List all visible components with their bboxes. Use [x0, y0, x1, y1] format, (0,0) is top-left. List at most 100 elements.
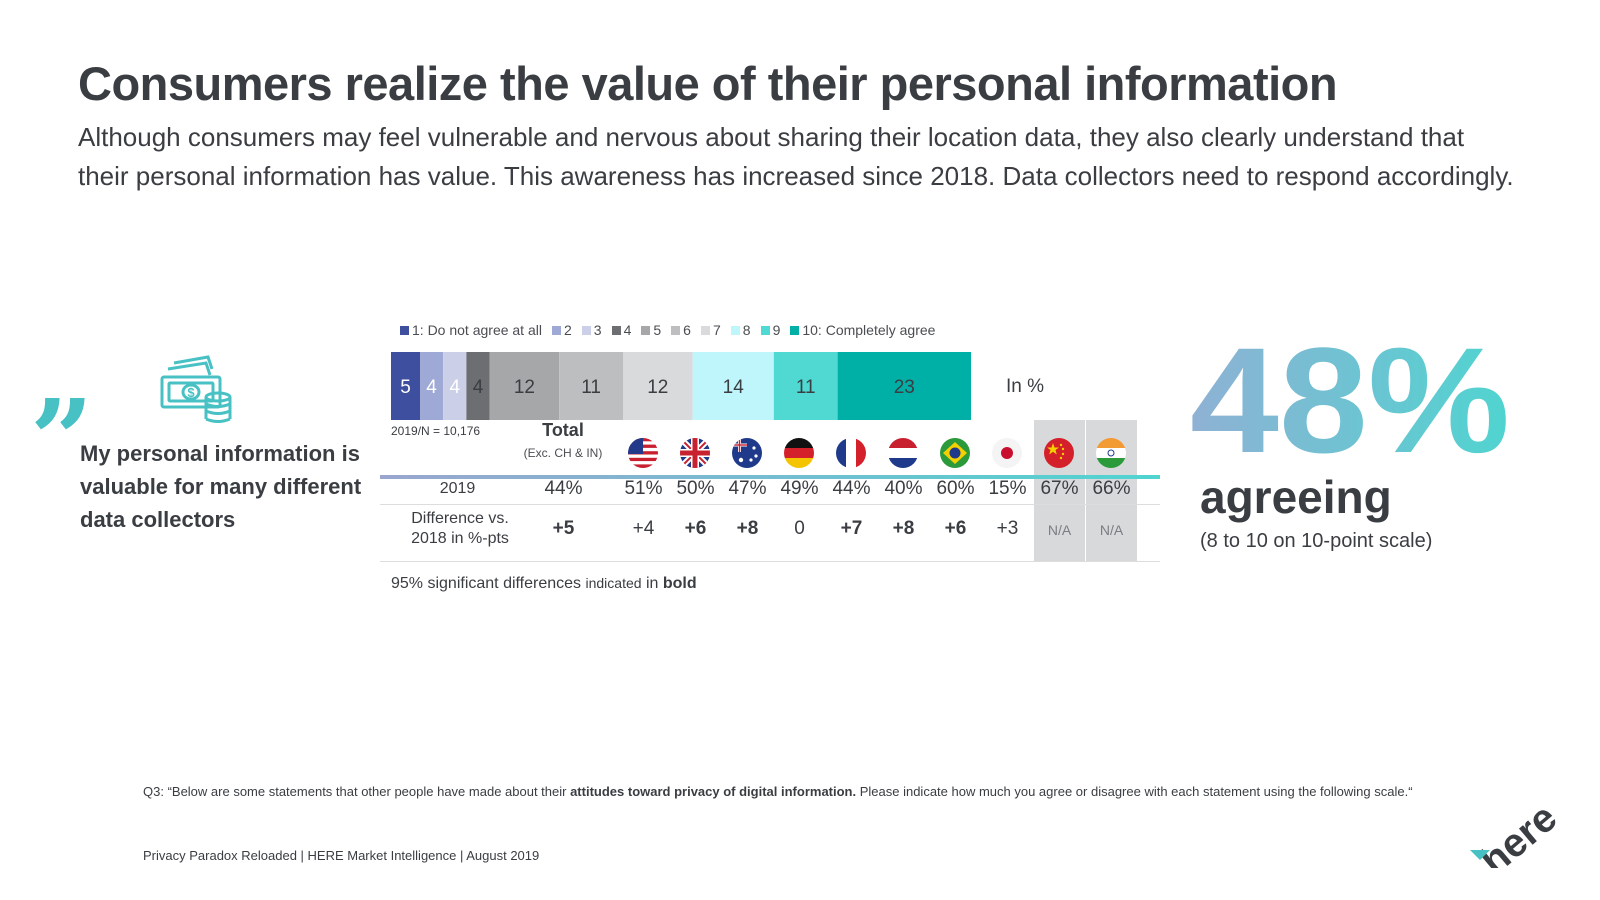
country-2019-value: 60% — [936, 478, 975, 499]
legend-item: 9 — [760, 322, 781, 338]
country-2019-value: 51% — [624, 478, 663, 499]
significance-note-part2: indicated — [585, 575, 642, 591]
footer-source: Privacy Paradox Reloaded | HERE Market I… — [143, 848, 540, 863]
legend-swatch — [700, 326, 710, 335]
question-suffix: Please indicate how much you agree or di… — [856, 784, 1413, 799]
headline-percentage: 48% — [1190, 330, 1510, 470]
legend-swatch — [611, 326, 621, 335]
row-label-difference-line1: Difference vs. — [411, 510, 509, 527]
here-logo: here — [1470, 808, 1565, 868]
country-diff-value: +7 — [840, 518, 863, 539]
significance-note-bold: bold — [662, 575, 697, 592]
legend-swatch — [671, 326, 681, 335]
question-prefix: Q3: “Below are some statements that othe… — [143, 784, 571, 799]
bar-label: 11 — [581, 377, 601, 398]
legend-swatch — [400, 326, 409, 335]
total-diff-value: +5 — [552, 518, 575, 539]
country-diff-value: +6 — [944, 518, 967, 539]
legend-item: 3 — [581, 322, 602, 338]
significance-note-part1: 95% significant differences — [391, 575, 586, 592]
total-2019-value: 44% — [544, 478, 583, 499]
legend-label: 2 — [563, 322, 572, 338]
country-diff-value: 0 — [794, 518, 805, 539]
japan-flag-icon — [992, 438, 1022, 468]
significance-note-part3: in — [641, 575, 663, 592]
legend-label: 7 — [712, 322, 721, 338]
headline-percentage-value: 48% — [1190, 330, 1510, 470]
country-2019-value: 66% — [1092, 478, 1131, 499]
bar-segment — [420, 352, 444, 420]
money-icon: $ — [160, 355, 235, 432]
france-flag-icon — [836, 438, 866, 468]
legend-label: 9 — [772, 322, 781, 338]
legend-item: 4 — [611, 322, 632, 338]
bar-label: 4 — [450, 377, 461, 398]
legend-swatch — [641, 326, 651, 335]
bar-segment — [773, 352, 838, 420]
bar-label: 14 — [723, 377, 745, 398]
headline-note: (8 to 10 on 10-point scale) — [1200, 530, 1433, 552]
stacked-bar-chart: 5 4 4 4 12 11 12 14 11 23 — [391, 352, 971, 420]
bar-segment — [391, 352, 420, 420]
legend-swatch — [790, 326, 800, 335]
logo-text: here — [1472, 808, 1565, 868]
legend-label: 4 — [623, 322, 632, 338]
legend-item: 6 — [671, 322, 691, 338]
legend-label: 10: Completely agree — [802, 322, 936, 338]
question-footnote: Q3: “Below are some statements that othe… — [143, 784, 1413, 799]
legend-item: 2 — [551, 322, 572, 338]
legend-swatch — [551, 326, 561, 335]
uk-flag-icon — [680, 438, 710, 468]
bar-label: 23 — [894, 377, 915, 398]
country-diff-value: +4 — [632, 518, 655, 539]
legend-swatch — [581, 326, 591, 335]
legend-swatch — [730, 326, 740, 335]
total-label: Total — [542, 420, 584, 440]
bar-segment — [466, 352, 490, 420]
country-2019-value: 40% — [884, 478, 923, 499]
chart-legend: 1: Do not agree at all 2 3 4 5 6 7 8 9 10: Comple… — [400, 322, 945, 338]
country-diff-value: +3 — [996, 518, 1019, 539]
row-divider — [380, 504, 1160, 505]
country-2019-value: 47% — [728, 478, 767, 499]
bar-segment — [692, 352, 774, 420]
india-flag-icon — [1096, 438, 1126, 468]
legend-item: 1: Do not agree at all — [400, 322, 542, 338]
netherlands-flag-icon — [888, 438, 918, 468]
country-diff-value: N/A — [1047, 522, 1072, 538]
country-2019-value: 15% — [988, 478, 1027, 499]
country-diff-value: +6 — [684, 518, 707, 539]
row-label-difference: Difference vs. 2018 in %-pts — [390, 509, 530, 549]
legend-label: 3 — [593, 322, 602, 338]
bar-label: 12 — [647, 377, 668, 398]
headline-label: agreeing — [1200, 471, 1392, 523]
page-subtitle: Although consumers may feel vulnerable a… — [78, 122, 1514, 191]
page-title: Consumers realize the value of their per… — [78, 57, 1338, 110]
brazil-flag-icon — [940, 438, 970, 468]
row-label-difference-line2: 2018 in %-pts — [411, 530, 509, 547]
bar-segment — [443, 352, 467, 420]
bar-label: 4 — [473, 377, 484, 398]
legend-label: 8 — [742, 322, 751, 338]
country-diff-value: +8 — [892, 518, 915, 539]
australia-flag-icon — [732, 438, 762, 468]
bar-segment — [623, 352, 693, 420]
statement-text: My personal information is valuable for … — [80, 441, 362, 532]
legend-item: 8 — [730, 322, 751, 338]
bar-segment — [559, 352, 623, 420]
significance-note: 95% significant differences indicated in… — [391, 575, 697, 593]
legend-label: 1: Do not agree at all — [412, 322, 542, 338]
country-2019-value: 49% — [780, 478, 819, 499]
legend-item: 7 — [700, 322, 721, 338]
bar-label: 5 — [400, 377, 411, 398]
legend-label: 6 — [683, 322, 691, 338]
quote-mark-icon: ” — [30, 375, 94, 504]
sample-size-label: 2019/N = 10,176 — [391, 424, 481, 438]
country-diff-value: +8 — [736, 518, 759, 539]
germany-flag-icon — [784, 438, 814, 468]
legend-item: 5 — [641, 322, 661, 338]
country-2019-value: 44% — [832, 478, 871, 499]
row-label-2019: 2019 — [439, 480, 476, 497]
bar-segment — [837, 352, 971, 420]
header-divider — [380, 475, 1160, 479]
